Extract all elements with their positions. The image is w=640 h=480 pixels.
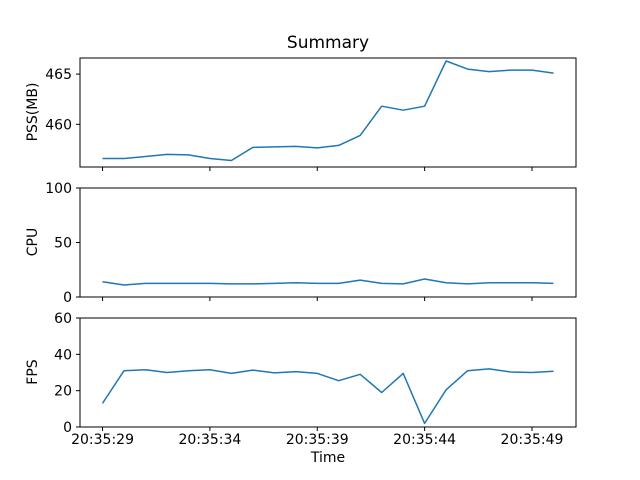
fps-y-tick-label: 20 <box>54 384 72 400</box>
x-tick-label: 20:35:49 <box>501 432 564 448</box>
fps-plot-frame <box>79 317 577 428</box>
fps-y-tick-label: 40 <box>54 347 72 363</box>
pss-line <box>102 60 554 162</box>
time-axis-label: Time <box>310 450 346 466</box>
pss-y-tick-label: 465 <box>45 67 72 83</box>
cpu-y-tick-label: 50 <box>54 236 72 252</box>
x-tick-label: 20:35:39 <box>286 432 349 448</box>
pss-y-tick-label: 460 <box>45 117 72 133</box>
x-tick-label: 20:35:29 <box>71 432 134 448</box>
cpu-y-tick-label: 0 <box>63 290 72 306</box>
cpu-y-tick-label: 100 <box>45 181 72 197</box>
x-tick-label: 20:35:44 <box>393 432 456 448</box>
fps-y-tick-label: 0 <box>63 420 72 436</box>
pss-plot-frame <box>79 57 577 168</box>
fps-line <box>101 368 554 425</box>
fps-y-tick-label: 60 <box>54 311 72 327</box>
x-tick-label: 20:35:34 <box>178 432 241 448</box>
cpu-plot-frame <box>79 187 577 298</box>
chart-title: Summary <box>286 33 370 53</box>
cpu-line <box>102 278 554 286</box>
